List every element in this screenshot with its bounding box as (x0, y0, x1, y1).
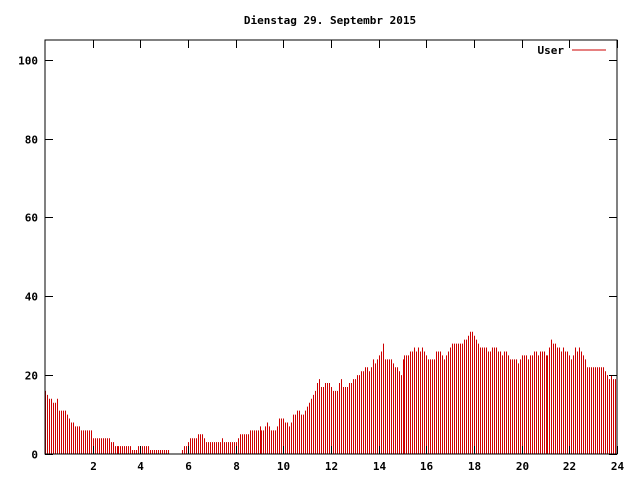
y-tick-label: 80 (25, 134, 38, 147)
legend: User (538, 44, 606, 57)
x-tick-label: 18 (468, 460, 481, 473)
bar-series-user (45, 331, 616, 454)
x-tick-label: 12 (325, 460, 338, 473)
y-axis: 0 20 40 60 80 100 (18, 55, 617, 462)
x-tick-label: 6 (185, 460, 192, 473)
legend-label-user: User (538, 44, 565, 57)
y-tick-label: 40 (25, 291, 38, 304)
x-tick-label: 4 (137, 460, 144, 473)
x-tick-label: 2 (90, 460, 97, 473)
x-axis: 2 4 6 8 10 12 14 16 18 20 22 24 (90, 40, 624, 473)
y-tick-label: 20 (25, 370, 38, 383)
x-tick-label: 10 (277, 460, 290, 473)
chart-title: Dienstag 29. Septembr 2015 (244, 14, 416, 27)
x-tick-label: 8 (233, 460, 240, 473)
x-tick-label: 20 (516, 460, 529, 473)
x-tick-label: 22 (563, 460, 576, 473)
y-tick-label: 0 (31, 449, 38, 462)
x-tick-label: 16 (420, 460, 434, 473)
y-tick-label: 60 (25, 212, 38, 225)
x-tick-label: 14 (373, 460, 387, 473)
y-tick-label: 100 (18, 55, 38, 68)
x-tick-label: 24 (611, 460, 625, 473)
